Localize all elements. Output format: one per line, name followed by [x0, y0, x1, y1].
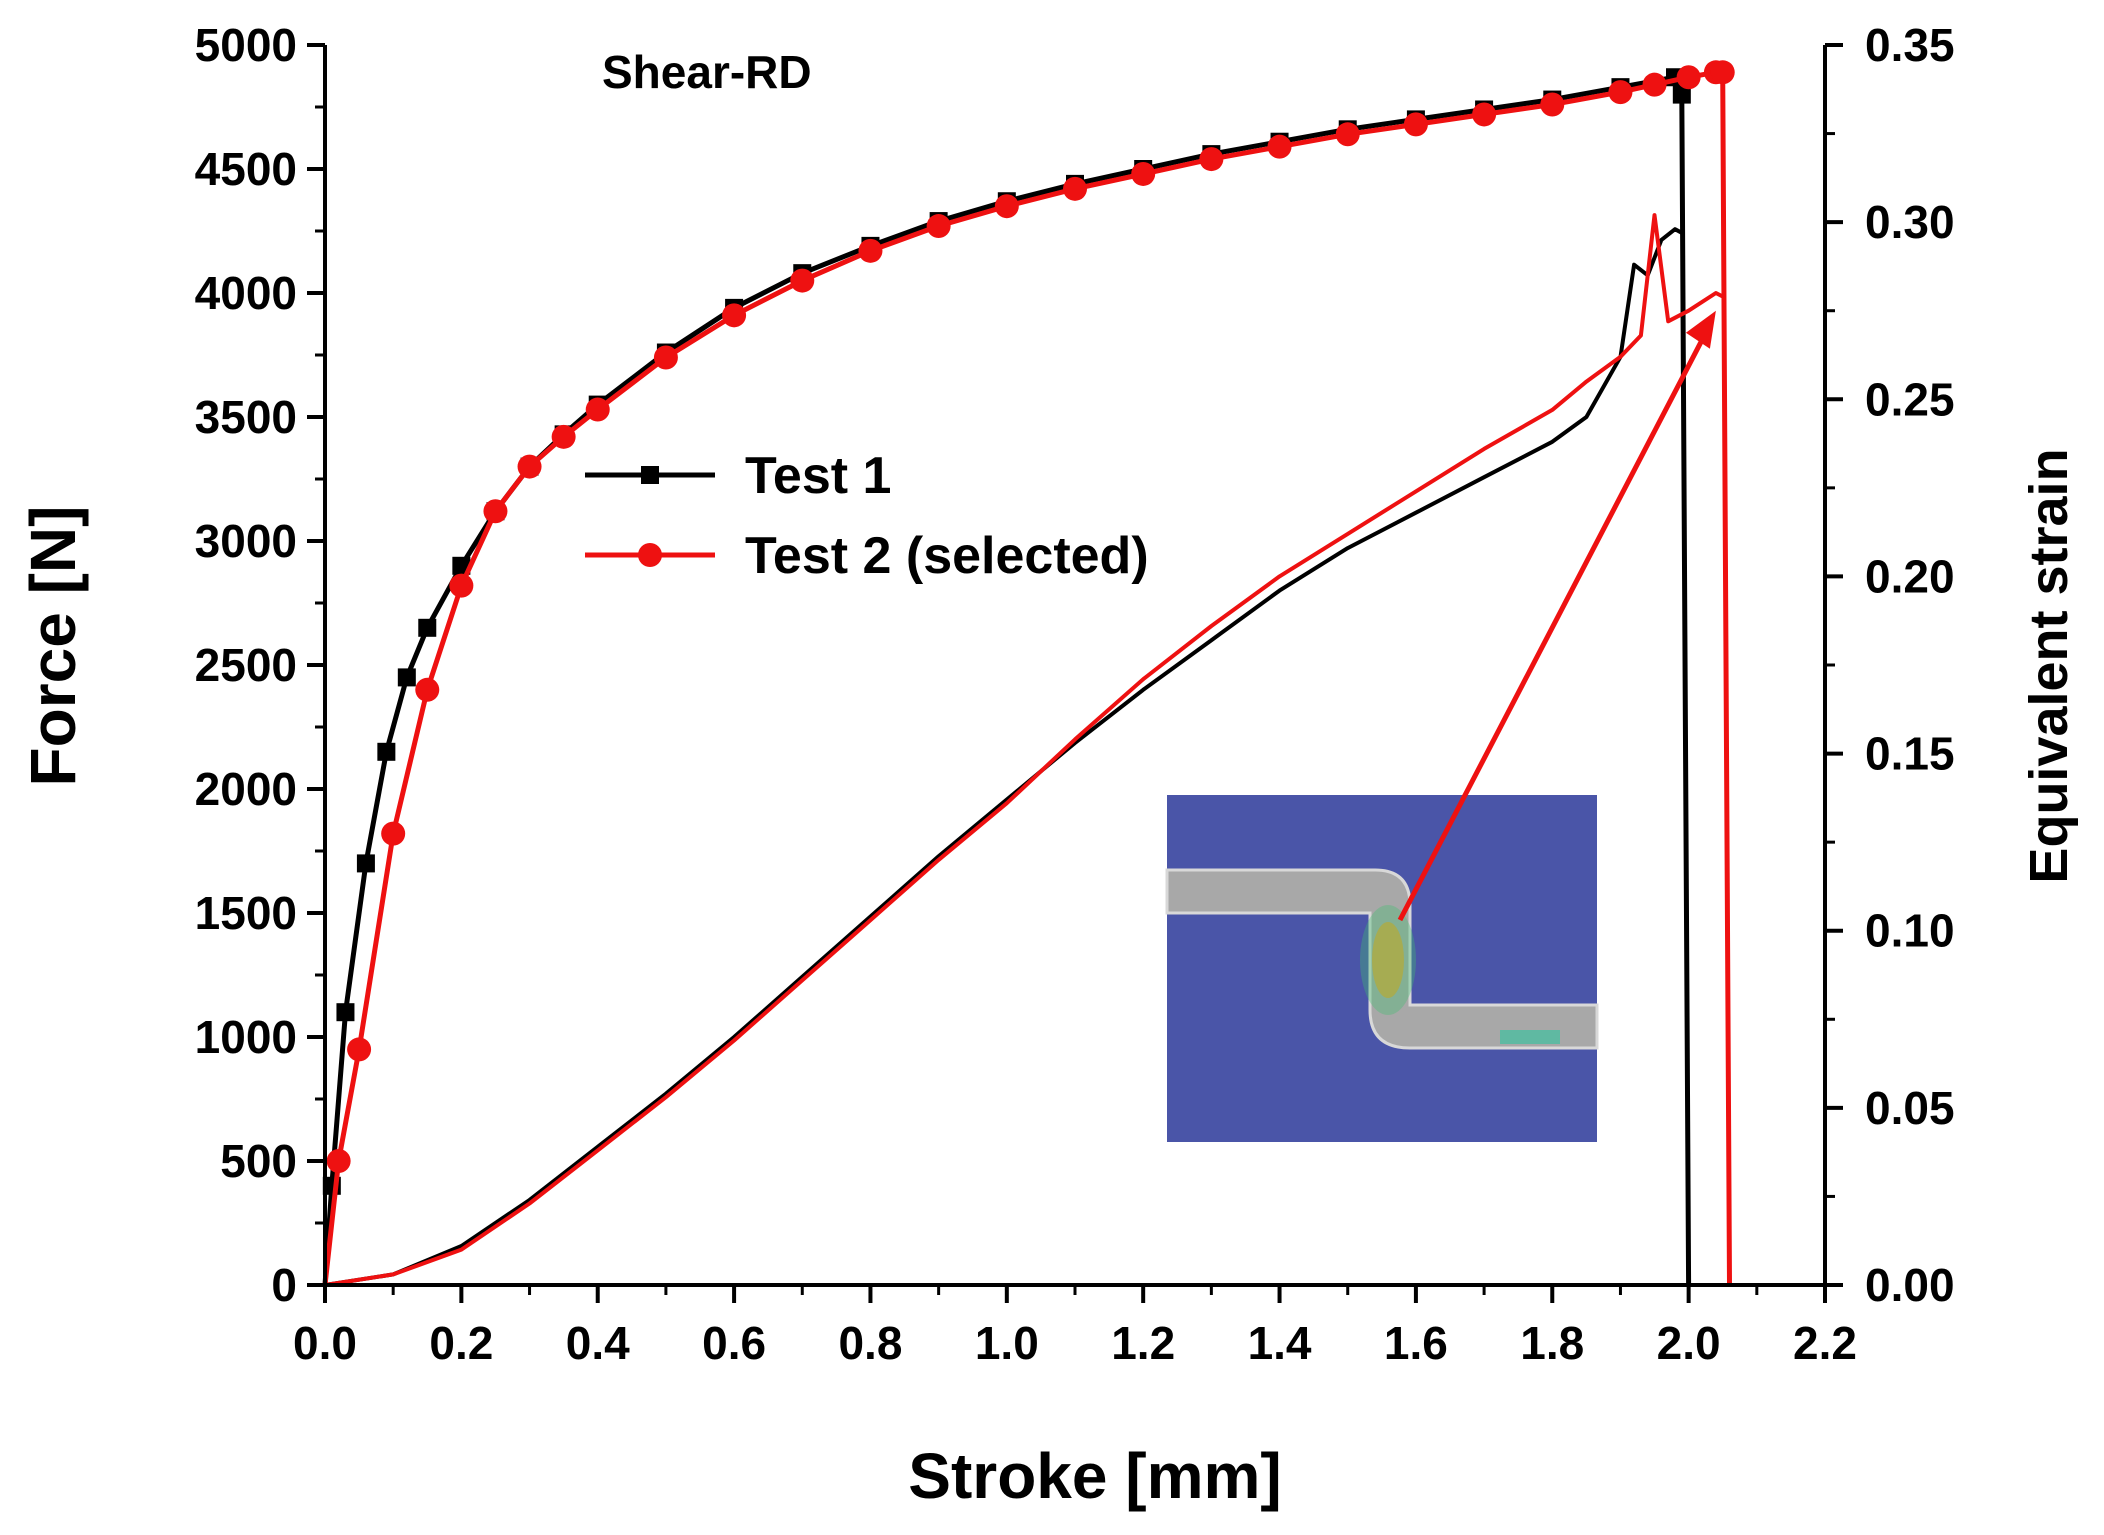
legend: Test 1 Test 2 (selected) — [585, 447, 1149, 585]
data-point-test-2-selected — [1540, 92, 1565, 117]
x-tick-label: 0.8 — [838, 1317, 902, 1369]
x-tick-label: 0.2 — [429, 1317, 493, 1369]
y-tick-label: 4500 — [195, 143, 297, 195]
y-tick-label: 0 — [271, 1259, 297, 1311]
data-point-test-2-selected — [449, 573, 474, 598]
y2-tick-label: 0.15 — [1865, 728, 1955, 780]
x-tick-label: 0.6 — [702, 1317, 766, 1369]
data-point-test-2-selected — [1335, 122, 1360, 147]
data-point-test-1 — [418, 618, 437, 637]
y2-tick-label: 0.25 — [1865, 373, 1955, 425]
inset-strain-hotspot — [1372, 922, 1404, 998]
data-point-test-2-selected — [381, 821, 406, 846]
data-point-test-2-selected — [347, 1037, 372, 1062]
data-point-test-2-selected — [326, 1149, 351, 1173]
data-point-test-2-selected — [585, 397, 610, 422]
inset-arrow-line — [1397, 327, 1711, 922]
data-point-test-1 — [397, 668, 416, 687]
data-point-test-2-selected — [722, 303, 747, 328]
data-point-test-2-selected — [858, 238, 883, 263]
x-tick-label: 1.2 — [1111, 1317, 1175, 1369]
data-point-test-2-selected — [994, 194, 1019, 219]
series-line-test-1 — [322, 74, 1692, 1286]
data-point-test-2-selected — [1710, 60, 1735, 85]
data-point-test-2-selected — [1676, 65, 1701, 90]
inset-strain-band — [1500, 1030, 1560, 1044]
data-point-test-1 — [336, 1003, 355, 1022]
chart-annotation: Shear-RD — [602, 46, 812, 98]
data-point-test-2-selected — [1403, 112, 1428, 137]
data-point-test-2-selected — [1063, 176, 1087, 201]
x-axis-title: Stroke [mm] — [908, 1440, 1281, 1512]
inset-arrow-head — [1685, 310, 1716, 349]
data-point-test-2-selected — [517, 454, 542, 479]
y-tick-label: 3500 — [195, 391, 297, 443]
x-tick-label: 0.4 — [566, 1317, 630, 1369]
data-point-test-2-selected — [1608, 80, 1633, 105]
data-point-test-2-selected — [926, 214, 951, 239]
series-line-test-2-strain — [324, 213, 1724, 1287]
axes: 0.0 0.2 0.4 0.6 0.8 1.0 1.2 1.4 1.6 1.8 2.0 2.2 0 500… — [195, 19, 1955, 1369]
data-point-test-2-selected — [1267, 134, 1292, 159]
x-tick-label: 1.6 — [1384, 1317, 1448, 1369]
data-point-test-2-selected — [1199, 147, 1224, 172]
dic-inset-image — [1165, 795, 1599, 1142]
x-tick-label: 2.0 — [1657, 1317, 1721, 1369]
inset-strain-halo — [1360, 905, 1416, 1015]
y2-tick-label: 0.20 — [1865, 550, 1955, 602]
y-tick-label: 2000 — [195, 763, 297, 815]
y-axis-title: Force [N] — [17, 506, 89, 787]
y-tick-label: 5000 — [195, 19, 297, 71]
series-line-test-1-strain — [324, 227, 1683, 1287]
legend-label-2: Test 2 (selected) — [745, 527, 1149, 585]
y2-tick-label: 0.00 — [1865, 1259, 1955, 1311]
y2-tick-label: 0.35 — [1865, 19, 1955, 71]
y-tick-label: 3000 — [195, 515, 297, 567]
data-point-test-2-selected — [653, 345, 678, 370]
y-tick-label: 2500 — [195, 639, 297, 691]
x-tick-label: 1.0 — [975, 1317, 1039, 1369]
y-tick-label: 1500 — [195, 887, 297, 939]
y2-tick-label: 0.05 — [1865, 1082, 1955, 1134]
data-point-test-2-selected — [1472, 102, 1497, 127]
x-tick-label: 2.2 — [1793, 1317, 1857, 1369]
y2-tick-label: 0.30 — [1865, 196, 1955, 248]
data-point-test-1 — [1672, 85, 1691, 104]
x-tick-label: 1.4 — [1248, 1317, 1312, 1369]
legend-label-1: Test 1 — [745, 447, 891, 505]
legend-marker-1 — [641, 466, 659, 484]
data-point-test-1 — [377, 742, 396, 761]
data-point-test-2-selected — [483, 499, 508, 524]
y2-tick-label: 0.10 — [1865, 905, 1955, 957]
x-tick-label: 1.8 — [1520, 1317, 1584, 1369]
y-tick-label: 500 — [220, 1135, 297, 1187]
legend-marker-2 — [638, 543, 662, 567]
y-tick-label: 4000 — [195, 267, 297, 319]
y2-axis-title: Equivalent strain — [2019, 448, 2079, 883]
data-point-test-2-selected — [551, 424, 576, 449]
plot-area — [322, 60, 1735, 1287]
data-point-test-1 — [356, 854, 375, 873]
data-point-test-2-selected — [1642, 72, 1667, 97]
data-point-test-2-selected — [415, 677, 440, 702]
data-point-test-2-selected — [1131, 161, 1156, 186]
x-tick-label: 0.0 — [293, 1317, 357, 1369]
y-tick-label: 1000 — [195, 1011, 297, 1063]
data-point-test-2-selected — [790, 268, 815, 293]
